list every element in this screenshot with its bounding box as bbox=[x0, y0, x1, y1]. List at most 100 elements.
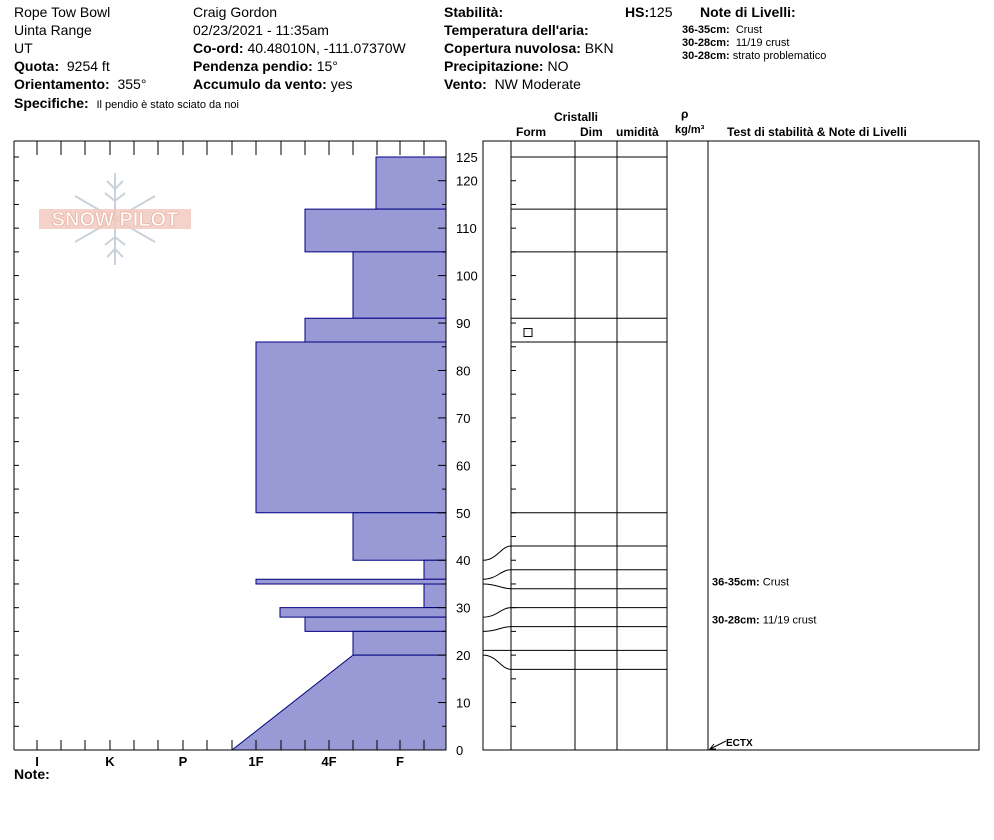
moisture-header: umidità bbox=[616, 125, 659, 139]
depth-label: 60 bbox=[456, 458, 470, 473]
test-arrowhead bbox=[708, 743, 716, 750]
rho-header: ρ bbox=[681, 107, 689, 121]
elevation: Quota: 9254 ft bbox=[14, 58, 110, 74]
depth-label: 70 bbox=[456, 411, 470, 426]
observer-name: Craig Gordon bbox=[193, 4, 278, 20]
hardness-label: 1F bbox=[248, 754, 263, 769]
layer-note-3: 30-28cm: strato problematico bbox=[682, 50, 826, 63]
snow-height: HS:125 bbox=[625, 4, 672, 20]
precip-value: NO bbox=[547, 58, 569, 74]
coordinates: Co-ord: 40.48010N, -111.07370W bbox=[193, 40, 406, 56]
wind: Vento: NW Moderate bbox=[444, 76, 581, 92]
stability-note: 36-35cm: Crust bbox=[712, 577, 789, 589]
stability-label: Stabilità: bbox=[444, 4, 504, 20]
layer-note-text: strato problematico bbox=[732, 50, 827, 62]
wind-loading-value: yes bbox=[330, 76, 353, 92]
test-result-label: ECTX bbox=[726, 738, 753, 749]
aspect-label: Orientamento: bbox=[14, 76, 110, 92]
test-pointer bbox=[709, 740, 727, 750]
depth-label: 110 bbox=[456, 221, 477, 236]
slope-label: Pendenza pendio: bbox=[193, 58, 313, 74]
density-unit-header: kg/m³ bbox=[675, 124, 705, 136]
crystals-header: Cristalli bbox=[554, 110, 599, 124]
layer-connector bbox=[482, 607, 512, 618]
slope-value: 15° bbox=[316, 58, 338, 74]
hardness-layers bbox=[230, 156, 447, 751]
cloud-label: Copertura nuvolosa: bbox=[444, 40, 581, 56]
depth-label: 30 bbox=[456, 601, 470, 616]
cloud-cover: Copertura nuvolosa: BKN bbox=[444, 40, 614, 56]
layer-notes-title: Note di Livelli: bbox=[700, 4, 796, 20]
location-name: Rope Tow Bowl bbox=[14, 4, 111, 20]
depth-label: 125 bbox=[456, 150, 478, 165]
precip-label: Precipitazione: bbox=[444, 58, 544, 74]
wind-value: NW Moderate bbox=[494, 76, 581, 92]
elevation-label: Quota: bbox=[14, 58, 60, 74]
layer-note-text: Crust bbox=[735, 24, 763, 36]
depth-label: 80 bbox=[456, 363, 470, 378]
hardness-label: 4F bbox=[321, 754, 336, 769]
layer-note-range: 36-35cm: bbox=[682, 24, 730, 36]
stability-notes-header: Test di stabilità & Note di Livelli bbox=[727, 125, 907, 139]
elevation-value: 9254 ft bbox=[66, 58, 110, 74]
dim-header: Dim bbox=[580, 125, 603, 139]
wind-loading-label: Accumulo da vento: bbox=[193, 76, 327, 92]
coord-label: Co-ord: bbox=[193, 40, 244, 56]
hardness-layer bbox=[304, 616, 447, 632]
hardness-layer bbox=[230, 654, 447, 751]
notes-label: Note: bbox=[14, 766, 50, 782]
hs-value: 125 bbox=[649, 4, 673, 20]
detail-panel-border bbox=[482, 140, 980, 751]
layer-connector bbox=[482, 569, 512, 580]
hardness-layer bbox=[304, 208, 447, 253]
hardness-layer bbox=[352, 251, 447, 319]
hardness-label: I bbox=[35, 754, 39, 769]
wind-label: Vento: bbox=[444, 76, 487, 92]
layer-connector bbox=[482, 654, 512, 670]
hardness-label: F bbox=[396, 754, 404, 769]
layer-note-1: 36-35cm: Crust bbox=[682, 24, 762, 37]
hardness-label: P bbox=[179, 754, 188, 769]
state-name: UT bbox=[14, 40, 33, 56]
specifics: Specifiche: Il pendio è stato sciato da … bbox=[14, 95, 239, 112]
depth-label: 100 bbox=[456, 269, 478, 284]
hardness-layer bbox=[255, 341, 447, 514]
hardness-layer bbox=[352, 512, 447, 561]
logo-text: SNOW PILOT bbox=[52, 209, 179, 231]
layer-note-2: 30-28cm: 11/19 crust bbox=[682, 37, 789, 50]
layer-connector bbox=[482, 545, 512, 561]
aspect-value: 355° bbox=[117, 76, 147, 92]
layer-note-range: 30-28cm: bbox=[682, 37, 730, 49]
hardness-layer bbox=[352, 630, 447, 656]
depth-label: 120 bbox=[456, 174, 478, 189]
slope-angle: Pendenza pendio: 15° bbox=[193, 58, 338, 74]
cloud-value: BKN bbox=[584, 40, 614, 56]
hardness-layer bbox=[375, 156, 447, 210]
depth-label: 50 bbox=[456, 506, 470, 521]
depth-axis: 0 10 20 30 40 50 60 70 80 90 100 110 120 125 bbox=[438, 150, 478, 758]
hardness-layer bbox=[304, 317, 447, 343]
layer-connector bbox=[482, 626, 512, 632]
layer-note-range: 30-28cm: bbox=[682, 50, 730, 62]
hardness-label: K bbox=[105, 754, 115, 769]
grain-form-square bbox=[523, 328, 533, 338]
depth-label: 90 bbox=[456, 316, 470, 331]
hardness-layer bbox=[423, 583, 447, 609]
form-header: Form bbox=[516, 125, 546, 139]
layer-note-text: 11/19 crust bbox=[735, 37, 790, 49]
snow-pilot-logo: SNOW PILOT bbox=[39, 173, 191, 265]
hardness-layer bbox=[279, 607, 447, 618]
coord-value: 40.48010N, -111.07370W bbox=[247, 40, 406, 56]
observation-datetime: 02/23/2021 - 11:35am bbox=[193, 22, 329, 38]
aspect: Orientamento: 355° bbox=[14, 76, 146, 92]
depth-label: 10 bbox=[456, 696, 470, 711]
wind-loading: Accumulo da vento: yes bbox=[193, 76, 352, 92]
depth-label: 20 bbox=[456, 648, 470, 663]
range-name: Uinta Range bbox=[14, 22, 92, 38]
hardness-layer bbox=[423, 559, 447, 580]
specifics-label: Specifiche: bbox=[14, 95, 89, 111]
hs-label: HS: bbox=[625, 4, 650, 20]
stability-note: 30-28cm: 11/19 crust bbox=[712, 615, 816, 627]
layer-detail-panel: 36-35cm: Crust 30-28cm: 11/19 crust ECTX bbox=[482, 140, 980, 751]
